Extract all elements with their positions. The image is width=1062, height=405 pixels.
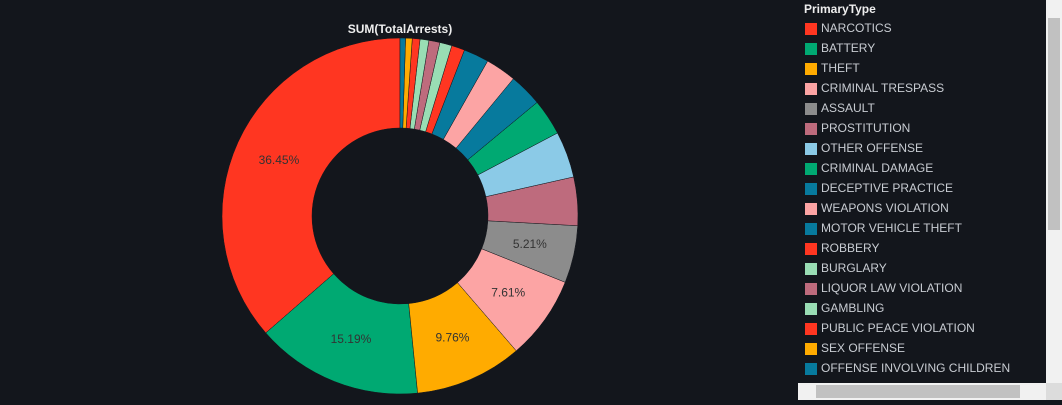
legend-swatch[interactable] <box>805 83 817 95</box>
legend-label[interactable]: OFFENSE INVOLVING CHILDREN <box>821 361 1010 375</box>
scroll-corner <box>1046 383 1062 400</box>
legend-label[interactable]: DECEPTIVE PRACTICE <box>821 181 953 195</box>
legend-label[interactable]: PROSTITUTION <box>821 121 910 135</box>
scroll-thumb[interactable] <box>1048 18 1060 230</box>
legend-label[interactable]: LIQUOR LAW VIOLATION <box>821 281 962 295</box>
legend-swatch[interactable] <box>805 183 817 195</box>
slice-label: 9.76% <box>435 330 469 344</box>
legend-label[interactable]: CRIMINAL TRESPASS <box>821 81 944 95</box>
slice-label: 7.61% <box>491 285 525 299</box>
legend-swatch[interactable] <box>805 363 817 375</box>
legend-label[interactable]: SEX OFFENSE <box>821 341 905 355</box>
legend-swatch[interactable] <box>805 23 817 35</box>
scroll-thumb[interactable] <box>816 385 1020 398</box>
legend-swatch[interactable] <box>805 223 817 235</box>
legend-label[interactable]: GAMBLING <box>821 301 884 315</box>
legend-swatch[interactable] <box>805 43 817 55</box>
legend-swatch[interactable] <box>805 63 817 75</box>
legend-swatch[interactable] <box>805 163 817 175</box>
legend-label[interactable]: MOTOR VEHICLE THEFT <box>821 221 963 235</box>
legend-label[interactable]: ROBBERY <box>821 241 879 255</box>
legend-label[interactable]: BATTERY <box>821 41 875 55</box>
legend-label[interactable]: BURGLARY <box>821 261 887 275</box>
legend-title: PrimaryType <box>804 2 876 16</box>
legend-label[interactable]: ASSAULT <box>821 101 875 115</box>
legend-label[interactable]: CRIMINAL DAMAGE <box>821 161 933 175</box>
legend-swatch[interactable] <box>805 283 817 295</box>
legend-label[interactable]: OTHER OFFENSE <box>821 141 923 155</box>
legend-swatch[interactable] <box>805 343 817 355</box>
legend-swatch[interactable] <box>805 243 817 255</box>
legend-swatch[interactable] <box>805 263 817 275</box>
slice-label: 5.21% <box>513 237 547 251</box>
legend-swatch[interactable] <box>805 303 817 315</box>
legend-label[interactable]: THEFT <box>821 61 860 75</box>
legend-swatch[interactable] <box>805 323 817 335</box>
legend-label[interactable]: NARCOTICS <box>821 21 892 35</box>
slice[interactable] <box>399 37 406 129</box>
slice-label: 36.45% <box>259 153 300 167</box>
chart-title: SUM(TotalArrests) <box>348 22 452 36</box>
slice[interactable] <box>221 37 401 334</box>
legend-swatch[interactable] <box>805 103 817 115</box>
legend-swatch[interactable] <box>805 203 817 215</box>
legend-label[interactable]: WEAPONS VIOLATION <box>821 201 949 215</box>
slice-label: 15.19% <box>331 332 372 346</box>
legend-swatch[interactable] <box>805 123 817 135</box>
slice[interactable] <box>265 273 418 395</box>
legend-swatch[interactable] <box>805 143 817 155</box>
legend-label[interactable]: PUBLIC PEACE VIOLATION <box>821 321 975 335</box>
